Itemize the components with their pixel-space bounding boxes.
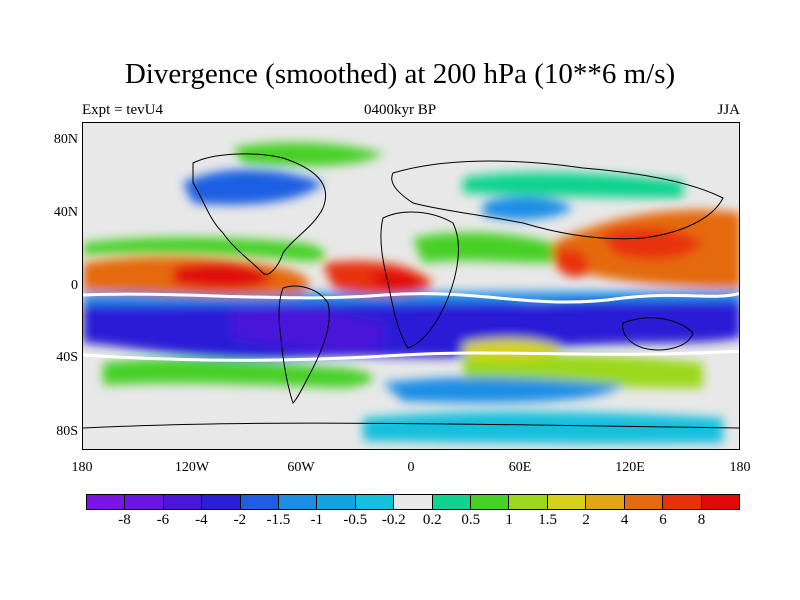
colorbar-label: 8 xyxy=(697,512,706,528)
colorbar-label: -1 xyxy=(310,512,324,528)
lat-label-80n: 80N xyxy=(53,132,78,147)
deep-blue-patch xyxy=(233,306,383,350)
colorbar-label: -6 xyxy=(156,512,170,528)
lat-label-0: 0 xyxy=(71,278,78,293)
lon-label-0: 0 xyxy=(407,460,415,475)
red-core-bay xyxy=(553,249,589,277)
colorbar xyxy=(86,494,740,510)
colorbar-swatch xyxy=(240,495,280,509)
colorbar-label: -1.5 xyxy=(266,512,291,528)
lat-label-40s: 40S xyxy=(56,350,78,365)
colorbar-swatch xyxy=(317,495,356,509)
colorbar-swatch xyxy=(509,495,548,509)
colorbar-label: 2 xyxy=(582,512,590,528)
south-america-coast xyxy=(278,285,330,404)
africa-coast xyxy=(380,211,459,349)
green-eurasia xyxy=(463,172,683,198)
eurasia-coast xyxy=(391,160,724,240)
colorbar-label: -0.2 xyxy=(381,512,406,528)
blue-europe xyxy=(483,196,573,220)
colorbar-swatch xyxy=(432,495,472,509)
antarctica-coast xyxy=(83,422,739,429)
colorbar-swatch xyxy=(624,495,664,509)
australia-coast xyxy=(622,317,694,351)
colorbar-swatch xyxy=(394,495,433,509)
blue-antarctic xyxy=(363,411,723,444)
colorbar-label: 0.2 xyxy=(422,512,442,528)
lon-label-180e: 180 xyxy=(729,460,751,475)
colorbar-label: -4 xyxy=(195,512,208,528)
colorbar-label: 4 xyxy=(620,512,629,528)
green-arctic xyxy=(233,142,383,166)
colorbar-swatch xyxy=(163,495,203,509)
blue-south-ocean xyxy=(383,377,623,403)
colorbar-label: 6 xyxy=(659,512,667,528)
lon-label-120w: 120W xyxy=(174,460,210,475)
lon-label-180w: 180 xyxy=(71,460,93,475)
colorbar-swatch xyxy=(202,495,241,509)
colorbar-swatch xyxy=(279,495,318,509)
colorbar-swatch xyxy=(471,495,510,509)
red-core-atlantic xyxy=(373,270,423,292)
colorbar-label: 1 xyxy=(505,512,513,528)
colorbar-swatch xyxy=(125,495,164,509)
green-band-south xyxy=(103,358,373,388)
season-label: JJA xyxy=(717,102,740,118)
colorbar-swatch xyxy=(87,495,126,509)
lon-label-120e: 120E xyxy=(615,460,645,475)
colorbar-swatch xyxy=(663,495,702,509)
colorbar-label: 0.5 xyxy=(461,512,481,528)
colorbar-swatch xyxy=(547,495,587,509)
zero-contour xyxy=(83,291,739,304)
lon-label-60w: 60W xyxy=(287,460,315,475)
red-core-asia xyxy=(603,227,703,260)
colorbar-label: 1.5 xyxy=(538,512,558,528)
red-core-pacific xyxy=(173,262,273,290)
colorbar-label: -8 xyxy=(118,512,131,528)
lon-label-60e: 60E xyxy=(508,460,532,475)
lat-label-80s: 80S xyxy=(56,424,78,439)
divergence-field xyxy=(83,142,739,444)
colorbar-label: -0.5 xyxy=(343,512,368,528)
time-label: 0400kyr BP xyxy=(363,102,437,118)
divergence-map xyxy=(82,122,740,450)
green-band-africa xyxy=(413,232,553,263)
experiment-label: Expt = tevU4 xyxy=(82,102,163,118)
north-america-coast xyxy=(192,153,327,275)
map-svg xyxy=(83,123,739,449)
colorbar-swatch xyxy=(355,495,395,509)
colorbar-label: -2 xyxy=(233,512,247,528)
blue-north-pacific xyxy=(183,169,323,205)
coastlines xyxy=(83,153,739,429)
plot-title: Divergence (smoothed) at 200 hPa (10**6 … xyxy=(124,58,676,90)
colorbar-swatch xyxy=(586,495,625,509)
zero-contour-south xyxy=(83,349,739,362)
colorbar-swatch xyxy=(701,495,739,509)
lat-label-40n: 40N xyxy=(53,205,78,220)
green-band-north xyxy=(83,237,326,262)
